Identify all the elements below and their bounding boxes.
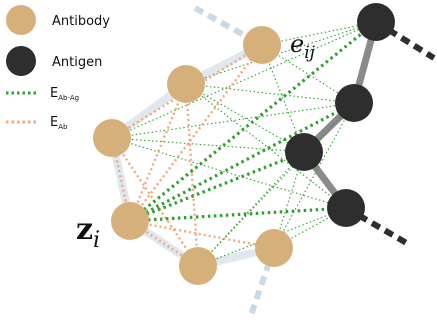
legend-antibody-label: Antibody xyxy=(52,14,110,29)
ab-ag-edges-thin xyxy=(111,21,377,267)
legend-ab-label: EAb xyxy=(50,115,68,131)
antigen-node xyxy=(357,3,395,41)
legend-antigen-label: Antigen xyxy=(52,55,102,70)
antigen-backbone xyxy=(300,21,380,211)
antibody-node xyxy=(93,119,131,157)
antigen-node xyxy=(285,133,323,171)
antibody-nodes xyxy=(93,26,293,285)
legend: Antibody Antigen EAb-Ag EAb xyxy=(6,5,110,131)
ab-ag-edges-from-zi xyxy=(128,20,378,223)
legend-ab-ag-label: EAb-Ag xyxy=(50,86,79,102)
legend-antibody-swatch xyxy=(6,5,36,35)
antibody-node xyxy=(179,247,217,285)
legend-antigen-swatch xyxy=(6,46,36,76)
antibody-node-zi xyxy=(111,202,149,240)
antibody-stub-bottom xyxy=(247,247,277,319)
antibody-node xyxy=(255,229,293,267)
antibody-node xyxy=(243,26,281,64)
zi-label: zi xyxy=(76,212,100,253)
antigen-stub-bottom xyxy=(344,205,412,248)
antibody-node xyxy=(167,65,205,103)
antigen-nodes xyxy=(285,3,395,227)
antigen-node xyxy=(327,189,365,227)
eij-label: eij xyxy=(290,30,316,63)
antigen-stub-top xyxy=(374,19,436,61)
antigen-node xyxy=(335,84,373,122)
